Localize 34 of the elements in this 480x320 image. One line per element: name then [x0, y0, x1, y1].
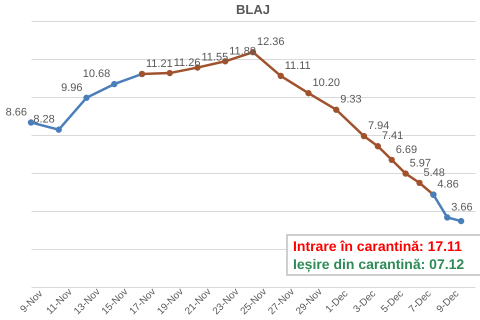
data-label: 11.26	[174, 57, 200, 70]
point	[305, 90, 312, 96]
point	[444, 214, 450, 221]
point	[416, 180, 423, 186]
point	[360, 132, 368, 140]
point	[28, 119, 34, 126]
data-label: 8.66	[6, 106, 27, 118]
point	[333, 106, 340, 113]
data-label: 6.69	[396, 144, 418, 156]
point	[388, 156, 395, 164]
data-label: 9.33	[340, 94, 362, 106]
data-label: 11.11	[284, 60, 311, 72]
point	[166, 70, 173, 76]
point	[374, 143, 382, 150]
data-label: 9.96	[61, 82, 82, 94]
data-label: 12.36	[257, 36, 285, 48]
data-label: 7.41	[382, 130, 404, 142]
data-label: 7.94	[368, 120, 390, 132]
data-label: 4.86	[437, 178, 459, 191]
point	[458, 218, 464, 224]
chart-title: BLAJ	[236, 2, 270, 17]
data-label: 10.20	[312, 77, 340, 90]
data-label: 11.55	[202, 52, 228, 64]
annotation: Intrare în carantină: 17.11	[293, 238, 462, 254]
annotation: Ieșire din carantină: 07.12	[293, 256, 464, 273]
data-label: 8.28	[33, 114, 55, 126]
data-label: 11.21	[146, 58, 173, 70]
point	[83, 94, 90, 101]
point	[278, 72, 284, 80]
data-label: 3.66	[451, 201, 473, 214]
data-label: 10.68	[82, 68, 110, 80]
point	[402, 170, 409, 177]
point	[56, 126, 62, 133]
point	[111, 80, 118, 88]
